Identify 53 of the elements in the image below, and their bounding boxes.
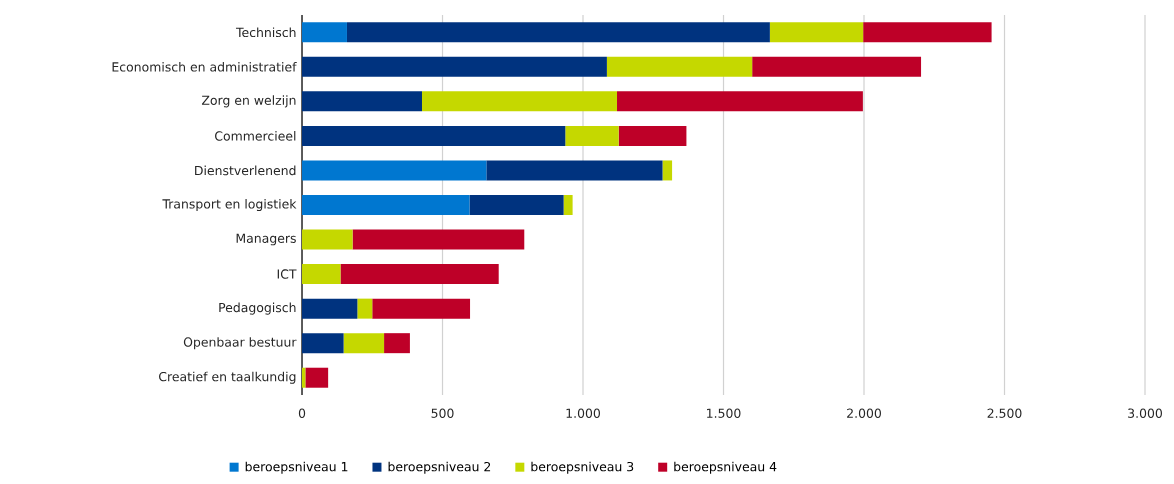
x-tick-label: 2.000 [847,408,881,418]
y-tick-label: Technisch [235,27,296,38]
bar [302,22,347,43]
bar [662,160,673,181]
y-tick-label: ICT [277,269,297,279]
x-tick-label: 3.000 [1128,408,1162,418]
bar [302,367,306,388]
bar [352,229,525,250]
y-tick-label: Transport en logistiek [162,198,297,212]
bar [565,125,619,146]
y-tick-label: Dienstverlenend [195,165,296,176]
x-tick-label: 1.000 [566,408,600,418]
bar [606,56,753,77]
bar [617,91,863,112]
x-tick-label: 500 [431,408,454,418]
bar [769,22,864,43]
bar [486,160,663,181]
bar [357,298,373,319]
bar [302,229,353,250]
bar [422,91,618,112]
y-tick-label: Commercieel [215,131,296,141]
bar [384,333,410,354]
bar [302,91,422,112]
bar [302,264,341,285]
bar [346,22,770,43]
y-tick-label: Creatief en taalkundig [159,371,296,384]
bar [340,264,499,285]
x-tick-label: 0 [298,408,306,418]
x-tick-label: 2.500 [987,408,1022,418]
y-tick-label: Openbaar bestuur [183,337,297,350]
legend-label: beroepsniveau 1 [245,461,348,474]
x-tick-label: 1.500 [707,408,741,418]
bar [863,22,992,43]
bar [752,56,922,77]
bar [372,298,471,319]
bar [302,56,607,77]
y-tick-label: Managers [236,233,296,246]
bar [302,298,358,319]
bar [563,194,573,215]
legend-label: beroepsniveau 2 [388,461,491,474]
bar [302,160,487,181]
y-tick-label: Zorg en welzijn [201,95,296,108]
bar [302,125,566,146]
legend-label: beroepsniveau 3 [531,461,634,474]
bar [305,367,329,388]
legend-label: beroepsniveau 4 [674,461,777,474]
y-tick-label: Pedagogisch [219,302,296,315]
bar [302,333,344,354]
y-tick-label: Economisch en administratief [112,61,297,72]
bar [618,125,687,146]
bar [469,194,564,215]
bar [343,333,385,354]
bar [302,194,470,215]
